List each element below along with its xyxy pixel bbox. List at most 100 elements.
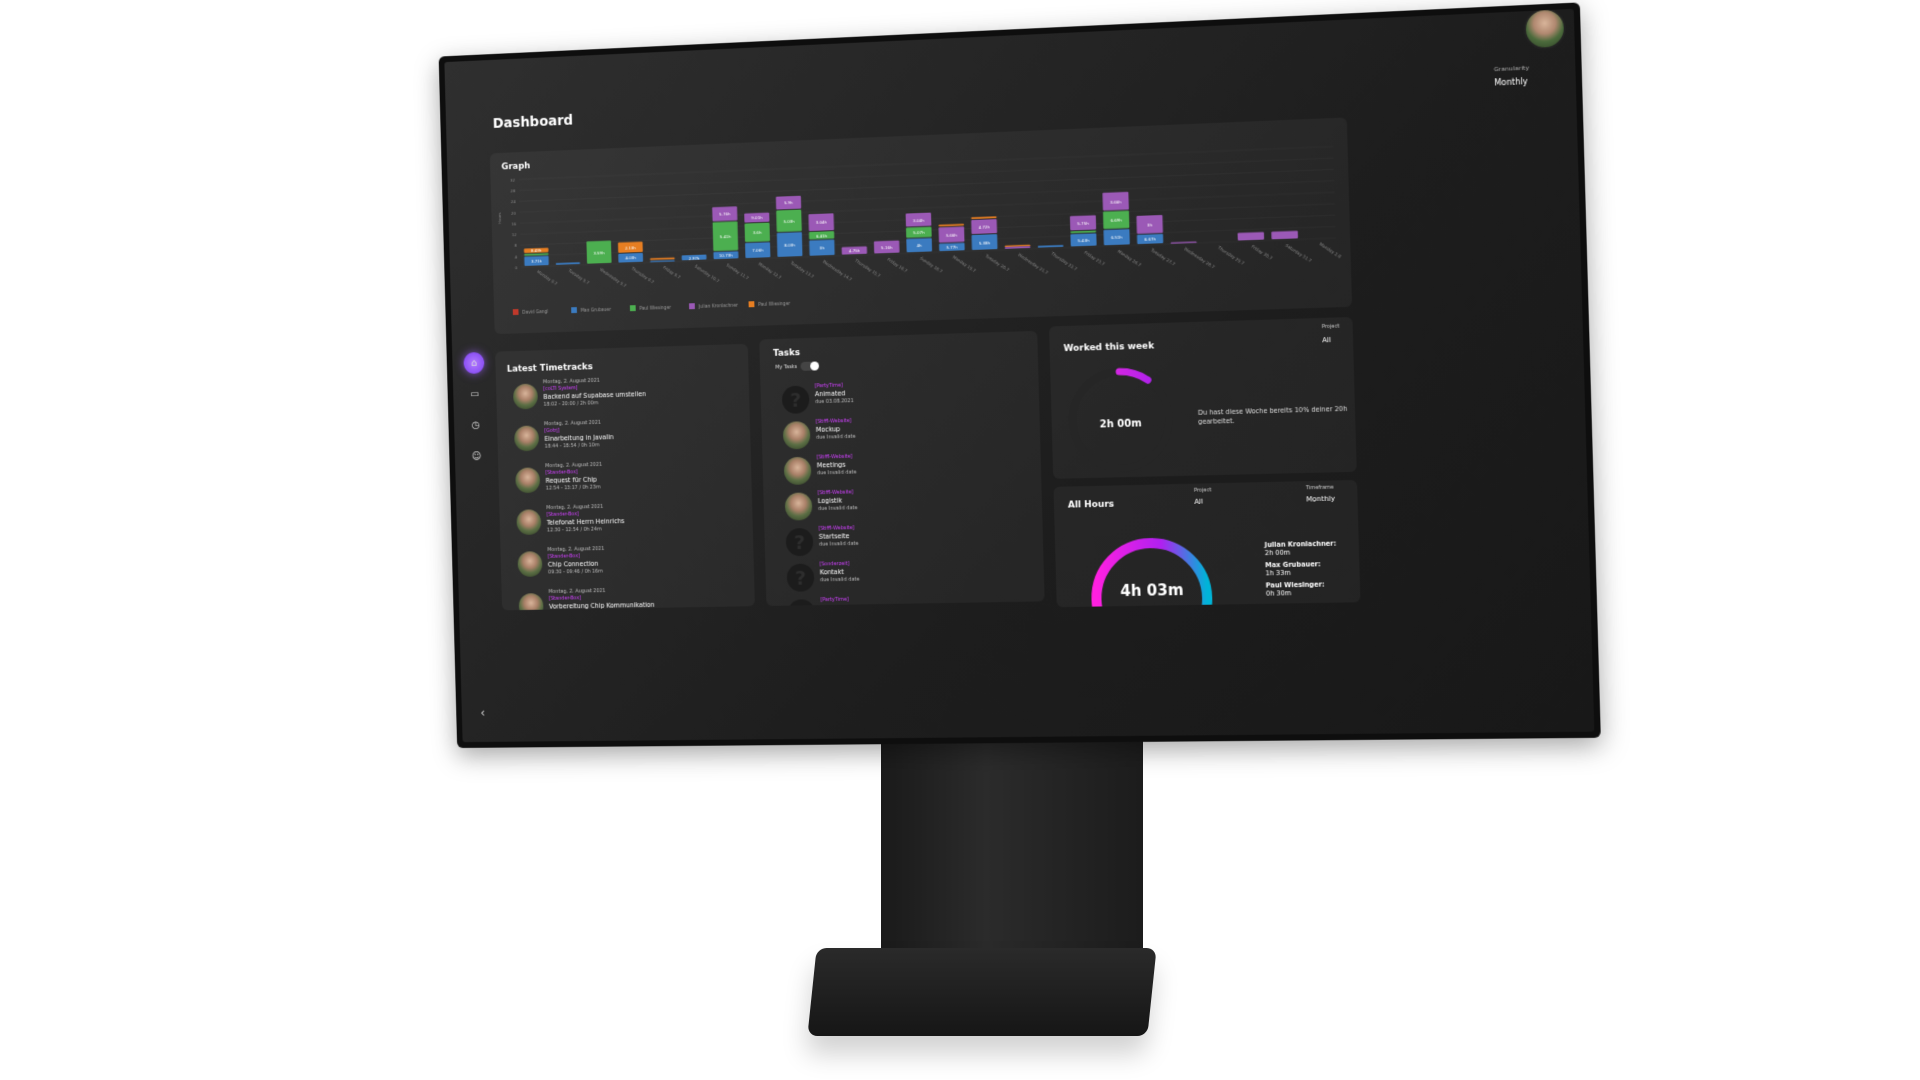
timetrack-item[interactable]: Montag, 2. August 2021 [Stander-Box] Tel…: [516, 501, 745, 541]
user-avatar[interactable]: [1523, 9, 1566, 50]
bar-label: 3h: [819, 245, 825, 250]
x-tick-label: Friday 16.7: [886, 257, 908, 274]
y-tick-label: 20: [511, 210, 516, 215]
avatar: [516, 509, 541, 535]
task-item[interactable]: ? [PartyTime]: [788, 594, 1024, 606]
avatar: [519, 593, 544, 610]
avatar: [514, 425, 539, 451]
person-hours: Max Grubauer: 1h 33m: [1265, 560, 1321, 577]
legend-label[interactable]: Julian Kronlachner: [698, 303, 738, 310]
bar-label: 5.66h: [946, 232, 958, 238]
worked-project-select[interactable]: All: [1322, 336, 1331, 344]
my-tasks-toggle[interactable]: [800, 361, 818, 370]
timetrack-time: 12:54 - 13:17 / 0h 23m: [546, 484, 603, 492]
worked-description: Du hast diese Woche bereits 10% deiner 2…: [1198, 405, 1351, 427]
granularity-select[interactable]: Granularity Monthly: [1494, 64, 1530, 87]
x-tick-label: Tuesday 13.7: [789, 259, 815, 279]
app-screen: Dashboard Granularity Monthly ⌂ ▭ ◷ ☺ ‹ …: [444, 9, 1594, 742]
my-tasks-label: My Tasks: [775, 364, 797, 371]
timetrack-item[interactable]: Montag, 2. August 2021 [Stander-Box] Vor…: [518, 586, 747, 611]
task-item[interactable]: [Stiffl-Website] Logistik due Invalid da…: [785, 486, 1021, 525]
bar-label: 9.01h: [751, 215, 763, 220]
bar-label: 4.03h: [625, 255, 636, 260]
worked-project-label: Project: [1322, 323, 1340, 330]
timetracks-card: Latest Timetracks Montag, 2. August 2021…: [495, 344, 755, 611]
home-icon[interactable]: ⌂: [463, 352, 484, 374]
smiley-icon[interactable]: ☺: [466, 445, 487, 467]
y-tick-label: 4: [515, 254, 518, 259]
x-tick-label: Sunday 18.7: [919, 255, 944, 274]
y-tick-label: 8: [514, 243, 517, 248]
bar-segment[interactable]: [1271, 231, 1298, 239]
bar-segment[interactable]: [1038, 245, 1064, 248]
person-total: 1h 33m: [1265, 568, 1321, 577]
person-name: Max Grubauer:: [1265, 560, 1321, 569]
legend-label[interactable]: Max Grubauer: [581, 307, 612, 314]
timetrack-item[interactable]: Montag, 2. August 2021 [Gotrj] Einarbeit…: [514, 416, 743, 457]
bar-segment[interactable]: [1238, 232, 1265, 240]
task-item[interactable]: [Stiffl-Website] Mockup due Invalid date: [783, 414, 1019, 454]
y-tick-label: 16: [511, 221, 516, 226]
y-tick-label: 12: [512, 232, 517, 237]
unknown-avatar-icon: ?: [787, 564, 815, 592]
allhours-project-select[interactable]: All: [1194, 498, 1203, 506]
timetrack-item[interactable]: Montag, 2. August 2021 [Stander-Box] Chi…: [517, 543, 746, 583]
x-tick-label: Friday 9.7: [662, 265, 682, 281]
task-item[interactable]: ? [Sonderzeit] Kontakt due Invalid date: [787, 558, 1023, 596]
bar-segment[interactable]: [939, 224, 965, 227]
person-total: 0h 30m: [1266, 589, 1325, 598]
allhours-title: All Hours: [1068, 500, 1114, 511]
avatar: [513, 384, 538, 410]
timeframe-select[interactable]: Monthly: [1306, 495, 1335, 504]
unknown-avatar-icon: ?: [786, 528, 814, 556]
avatar: [785, 492, 813, 520]
x-tick-label: Monday 19.7: [952, 254, 978, 273]
bar-label: 5.41h: [720, 234, 732, 239]
bar-segment[interactable]: [556, 262, 580, 265]
x-tick-label: Monday 2.8: [1318, 241, 1342, 259]
unknown-avatar-icon: ?: [782, 385, 810, 413]
legend-label[interactable]: Paul Wiesinger: [639, 305, 671, 312]
timetrack-item[interactable]: Montag, 2. August 2021 [coLTI System] Ba…: [513, 374, 742, 416]
y-tick-label: 28: [510, 188, 515, 193]
legend-label[interactable]: Paul Wiesinger: [758, 301, 790, 308]
bar-label: 7.06h: [752, 248, 764, 253]
page-title: Dashboard: [493, 113, 574, 132]
legend-label[interactable]: David Gangl: [522, 309, 548, 316]
avatar: [515, 467, 540, 493]
x-tick-label: Thursday 22.7: [1049, 250, 1078, 272]
timetrack-time: 12:30 - 12:54 / 0h 24m: [547, 526, 625, 534]
bar-segment[interactable]: [1070, 230, 1096, 233]
bar-segment[interactable]: [650, 257, 675, 260]
x-tick-label: Thursday 9.7: [630, 265, 656, 285]
bar-label: 6.67h: [1144, 237, 1156, 243]
person-name: Julian Kronlachner:: [1264, 540, 1336, 550]
x-tick-label: Monday 9.7: [536, 269, 558, 286]
y-axis-label: Hours: [497, 213, 502, 225]
legend-swatch: [749, 301, 755, 307]
person-name: Paul Wiesinger:: [1266, 580, 1325, 589]
timer-icon[interactable]: ◷: [465, 414, 486, 436]
person-hours: Paul Wiesinger: 0h 30m: [1266, 580, 1325, 597]
collapse-sidebar-icon[interactable]: ‹: [480, 706, 485, 720]
worked-this-week-card: Worked this week Project All 2h 00m Du h…: [1049, 317, 1357, 479]
task-due: due Invalid date: [818, 505, 858, 513]
bar-label: 3.66h: [1110, 199, 1122, 205]
task-item[interactable]: ? [Stiffl-Website] Startseite due Invali…: [786, 522, 1022, 561]
bar-label: 6.69h: [1110, 218, 1122, 224]
granularity-value[interactable]: Monthly: [1494, 77, 1530, 88]
laptop-icon[interactable]: ▭: [464, 383, 485, 405]
task-due: due Invalid date: [817, 470, 857, 478]
task-item[interactable]: ? [PartyTime] Animated due 03.08.2021: [782, 378, 1018, 418]
bar-label: 5.76h: [719, 212, 731, 217]
task-item[interactable]: [Stiffl-Website] Meetings due Invalid da…: [784, 450, 1020, 489]
x-tick-label: Tuesday 20.7: [984, 253, 1011, 273]
y-tick-label: 24: [511, 199, 516, 204]
person-hours: Julian Kronlachner: 2h 00m: [1264, 540, 1336, 558]
timetrack-item[interactable]: Montag, 2. August 2021 [Stander-Box] Req…: [515, 458, 744, 499]
worked-total: 2h 00m: [1100, 418, 1142, 430]
bar-label: 5.16h: [881, 245, 893, 250]
bar-label: 10.73h: [719, 253, 733, 259]
all-hours-card: All Hours Project All Timeframe Monthly …: [1053, 480, 1360, 607]
timetrack-time: 18:44 - 18:54 / 0h 10m: [545, 442, 614, 451]
